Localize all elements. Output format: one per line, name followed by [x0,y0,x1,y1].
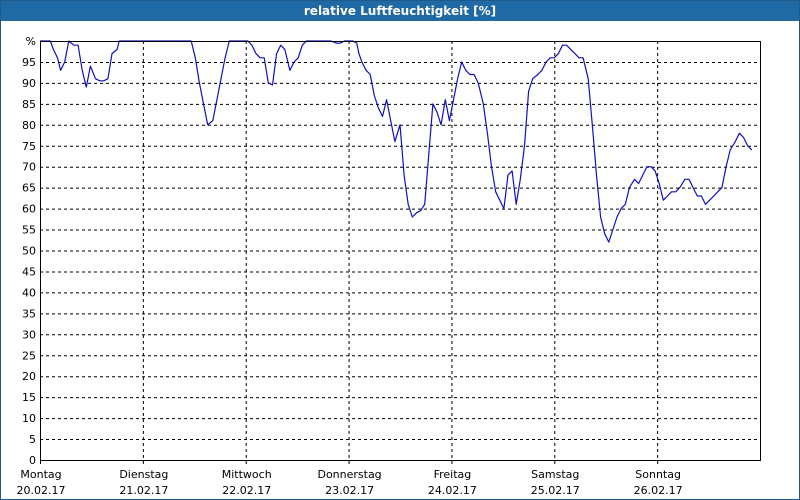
y-tick-label: 70 [22,161,36,174]
x-tick-day-label: Mittwoch [222,468,272,481]
chart-title: relative Luftfeuchtigkeit [%] [1,1,799,21]
y-tick-label: 95 [22,56,36,69]
y-tick-label: 0 [29,454,36,467]
y-tick-label: 30 [22,328,36,341]
y-tick-label: 10 [22,412,36,425]
humidity-series-line [40,40,753,243]
y-tick-label: 80 [22,119,36,132]
y-tick-label: 50 [22,245,36,258]
x-tick-date-label: 23.02.17 [325,484,374,497]
x-tick-date-label: 20.02.17 [17,484,66,497]
series-layer [40,40,753,243]
x-tick-day-label: Montag [20,468,61,481]
y-tick-label: 40 [22,286,36,299]
y-unit-label: % [26,35,36,48]
x-tick-date-label: 26.02.17 [634,484,683,497]
y-tick-label: 90 [22,77,36,90]
grid-lines [40,41,760,460]
y-tick-label: 15 [22,391,36,404]
y-tick-label: 75 [22,140,36,153]
axes [40,41,761,464]
x-tick-date-label: 24.02.17 [428,484,477,497]
x-tick-date-label: 21.02.17 [119,484,168,497]
y-tick-label: 25 [22,349,36,362]
tick-labels: 0 5 10 15 20 25 30 35 40 45 50 55 60 65 70 75 80 85 90 95% M… [17,35,683,497]
y-tick-label: 60 [22,203,36,216]
x-tick-day-label: Dienstag [119,468,168,481]
plot-frame [40,41,761,461]
x-tick-day-label: Donnerstag [317,468,381,481]
x-tick-day-label: Freitag [434,468,472,481]
y-tick-label: 35 [22,307,36,320]
y-tick-label: 55 [22,224,36,237]
x-tick-day-label: Sonntag [635,468,681,481]
y-tick-label: 5 [29,433,36,446]
x-tick-date-label: 22.02.17 [222,484,271,497]
x-tick-day-label: Samstag [531,468,579,481]
x-tick-date-label: 25.02.17 [531,484,580,497]
y-tick-label: 20 [22,370,36,383]
y-tick-label: 45 [22,265,36,278]
y-tick-label: 65 [22,182,36,195]
y-tick-label: 85 [22,98,36,111]
